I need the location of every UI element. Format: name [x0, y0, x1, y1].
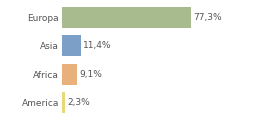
Bar: [62, 92, 66, 113]
Bar: [62, 35, 81, 57]
Bar: [62, 7, 192, 28]
Text: 9,1%: 9,1%: [79, 70, 102, 79]
Text: 11,4%: 11,4%: [83, 41, 111, 50]
Text: 77,3%: 77,3%: [193, 13, 222, 22]
Bar: [62, 63, 77, 85]
Text: 2,3%: 2,3%: [67, 98, 90, 107]
